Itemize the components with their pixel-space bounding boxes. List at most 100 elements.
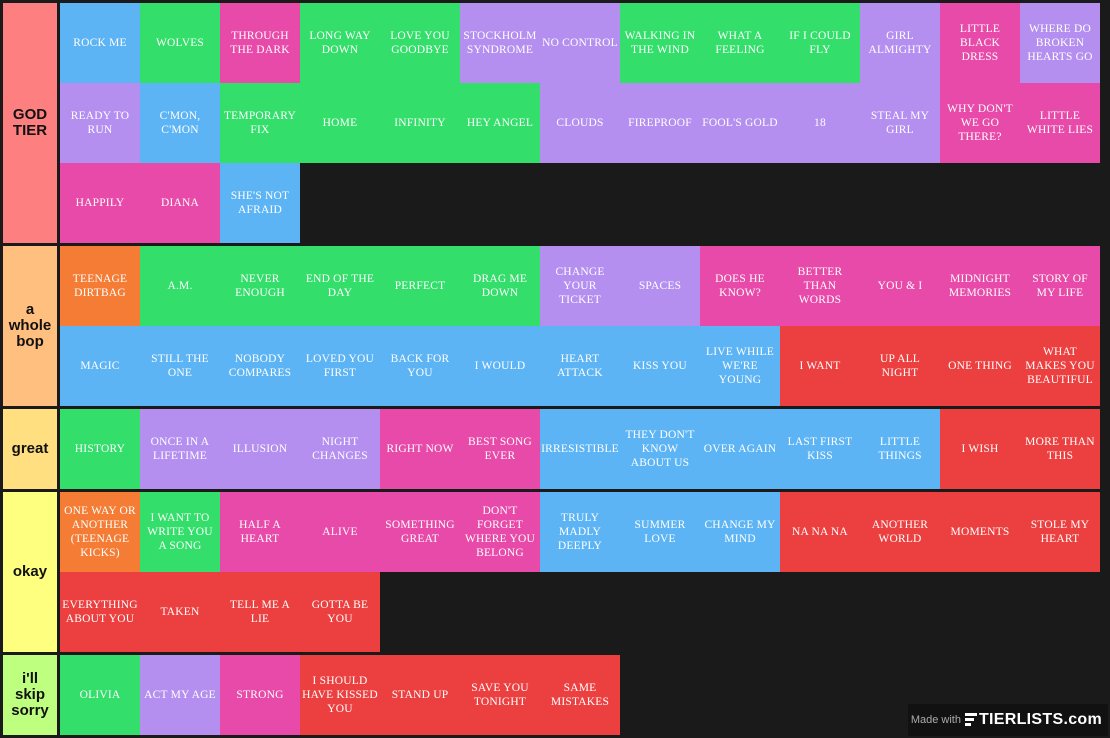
tier-item[interactable]: LONG WAY DOWN [300, 3, 380, 83]
tier-item[interactable]: SAME MISTAKES [540, 655, 620, 735]
tier-item[interactable]: LOVED YOU FIRST [300, 326, 380, 406]
tier-item[interactable]: MIDNIGHT MEMORIES [940, 246, 1020, 326]
tier-item[interactable]: MAGIC [60, 326, 140, 406]
tier-item[interactable]: THROUGH THE DARK [220, 3, 300, 83]
tier-item[interactable]: ONCE IN A LIFETIME [140, 409, 220, 489]
tier-item[interactable]: ANOTHER WORLD [860, 492, 940, 572]
tier-item[interactable]: CLOUDS [540, 83, 620, 163]
tier-label[interactable]: great [3, 409, 57, 489]
tier-item[interactable]: ACT MY AGE [140, 655, 220, 735]
tier-item[interactable]: MOMENTS [940, 492, 1020, 572]
tier-item[interactable]: STOCKHOLM SYNDROME [460, 3, 540, 83]
tier-item[interactable]: TRULY MADLY DEEPLY [540, 492, 620, 572]
tier-item[interactable]: EVERYTHING ABOUT YOU [60, 572, 140, 652]
tier-label[interactable]: okay [3, 492, 57, 652]
tier-item[interactable]: HALF A HEART [220, 492, 300, 572]
tier-item[interactable]: SOMETHING GREAT [380, 492, 460, 572]
tier-item[interactable]: WHAT A FEELING [700, 3, 780, 83]
tier-item[interactable]: STORY OF MY LIFE [1020, 246, 1100, 326]
tier-item[interactable]: STEAL MY GIRL [860, 83, 940, 163]
tier-item[interactable]: WHERE DO BROKEN HEARTS GO [1020, 3, 1100, 83]
tier-items: HISTORY ONCE IN A LIFETIME ILLUSION NIGHT C… [60, 409, 1100, 489]
tier-item[interactable]: I WANT TO WRITE YOU A SONG [140, 492, 220, 572]
tier-item[interactable]: FIREPROOF [620, 83, 700, 163]
tier-item[interactable]: BACK FOR YOU [380, 326, 460, 406]
tier-label[interactable]: a whole bop [3, 246, 57, 406]
tier-item[interactable]: LITTLE BLACK DRESS [940, 3, 1020, 83]
tier-item[interactable]: A.M. [140, 246, 220, 326]
tier-item[interactable]: DIANA [140, 163, 220, 243]
tier-item[interactable]: DON'T FORGET WHERE YOU BELONG [460, 492, 540, 572]
tier-item[interactable]: BEST SONG EVER [460, 409, 540, 489]
tier-item[interactable]: HOME [300, 83, 380, 163]
tier-item[interactable]: HISTORY [60, 409, 140, 489]
tier-item[interactable]: DRAG ME DOWN [460, 246, 540, 326]
tier-item[interactable]: ONE WAY OR ANOTHER (TEENAGE KICKS) [60, 492, 140, 572]
tier-item[interactable]: BETTER THAN WORDS [780, 246, 860, 326]
tier-item[interactable]: ONE THING [940, 326, 1020, 406]
watermark[interactable]: Made with TIERLISTS.com [908, 704, 1108, 736]
tier-item[interactable]: MORE THAN THIS [1020, 409, 1100, 489]
tier-item[interactable]: STILL THE ONE [140, 326, 220, 406]
tier-item[interactable]: SUMMER LOVE [620, 492, 700, 572]
tier-item[interactable]: INFINITY [380, 83, 460, 163]
tier-item[interactable]: TELL ME A LIE [220, 572, 300, 652]
tier-item[interactable]: LITTLE WHITE LIES [1020, 83, 1100, 163]
tier-item[interactable]: LOVE YOU GOODBYE [380, 3, 460, 83]
tier-item[interactable]: STRONG [220, 655, 300, 735]
tier-row: okay ONE WAY OR ANOTHER (TEENAGE KICKS) I … [0, 492, 1110, 652]
tier-item[interactable]: WHAT MAKES YOU BEAUTIFUL [1020, 326, 1100, 406]
tier-item[interactable]: WHY DON'T WE GO THERE? [940, 83, 1020, 163]
tier-item[interactable]: DOES HE KNOW? [700, 246, 780, 326]
tier-item[interactable]: HAPPILY [60, 163, 140, 243]
tier-item[interactable]: SAVE YOU TONIGHT [460, 655, 540, 735]
tier-item[interactable]: KISS YOU [620, 326, 700, 406]
tier-label[interactable]: GOD TIER [3, 3, 57, 243]
tier-item[interactable]: ALIVE [300, 492, 380, 572]
tier-item[interactable]: I WANT [780, 326, 860, 406]
tier-item[interactable]: OVER AGAIN [700, 409, 780, 489]
tier-item[interactable]: ILLUSION [220, 409, 300, 489]
tier-item[interactable]: CHANGE YOUR TICKET [540, 246, 620, 326]
tier-item[interactable]: STAND UP [380, 655, 460, 735]
tier-item[interactable]: IRRESISTIBLE [540, 409, 620, 489]
tier-item[interactable]: I WOULD [460, 326, 540, 406]
tier-item[interactable]: I SHOULD HAVE KISSED YOU [300, 655, 380, 735]
tier-item[interactable]: RIGHT NOW [380, 409, 460, 489]
tier-item[interactable]: HEART ATTACK [540, 326, 620, 406]
tier-item[interactable]: READY TO RUN [60, 83, 140, 163]
tier-item[interactable]: TEENAGE DIRTBAG [60, 246, 140, 326]
tier-item[interactable]: UP ALL NIGHT [860, 326, 940, 406]
tier-item[interactable]: SHE'S NOT AFRAID [220, 163, 300, 243]
tier-item[interactable]: OLIVIA [60, 655, 140, 735]
tier-item[interactable]: WALKING IN THE WIND [620, 3, 700, 83]
tier-item[interactable]: NIGHT CHANGES [300, 409, 380, 489]
tier-item[interactable]: C'MON, C'MON [140, 83, 220, 163]
tier-item[interactable]: LAST FIRST KISS [780, 409, 860, 489]
tier-item[interactable]: NOBODY COMPARES [220, 326, 300, 406]
tier-item[interactable]: FOOL'S GOLD [700, 83, 780, 163]
tier-item[interactable]: STOLE MY HEART [1020, 492, 1100, 572]
tier-item[interactable]: CHANGE MY MIND [700, 492, 780, 572]
tier-item[interactable]: I WISH [940, 409, 1020, 489]
tier-item[interactable]: LITTLE THINGS [860, 409, 940, 489]
tier-item[interactable]: LIVE WHILE WE'RE YOUNG [700, 326, 780, 406]
tier-item[interactable]: YOU & I [860, 246, 940, 326]
tier-item[interactable]: ROCK ME [60, 3, 140, 83]
tier-item[interactable]: PERFECT [380, 246, 460, 326]
tier-item[interactable]: TEMPORARY FIX [220, 83, 300, 163]
tier-label[interactable]: i'll skip sorry [3, 655, 57, 735]
tier-item[interactable]: TAKEN [140, 572, 220, 652]
tier-item[interactable]: IF I COULD FLY [780, 3, 860, 83]
tier-item[interactable]: GIRL ALMIGHTY [860, 3, 940, 83]
tier-item[interactable]: GOTTA BE YOU [300, 572, 380, 652]
tier-item[interactable]: NEVER ENOUGH [220, 246, 300, 326]
tier-item[interactable]: NA NA NA [780, 492, 860, 572]
tier-item[interactable]: NO CONTROL [540, 3, 620, 83]
tier-item[interactable]: END OF THE DAY [300, 246, 380, 326]
tier-item[interactable]: SPACES [620, 246, 700, 326]
tier-item[interactable]: HEY ANGEL [460, 83, 540, 163]
tier-item[interactable]: WOLVES [140, 3, 220, 83]
tier-item[interactable]: THEY DON'T KNOW ABOUT US [620, 409, 700, 489]
tier-item[interactable]: 18 [780, 83, 860, 163]
